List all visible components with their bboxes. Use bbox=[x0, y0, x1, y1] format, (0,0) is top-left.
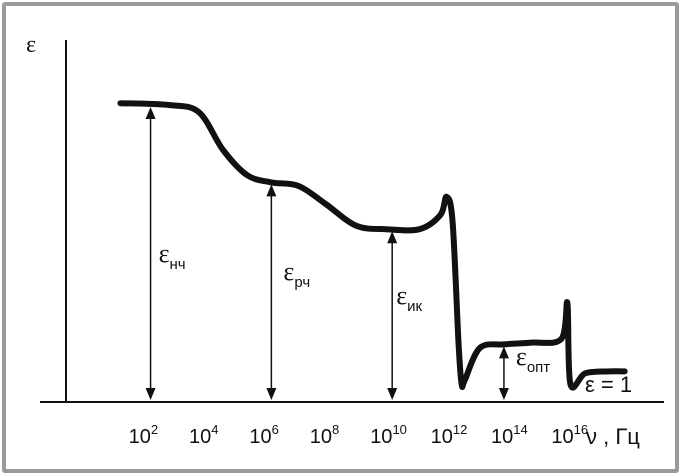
epsilon-rch-label: εрч bbox=[283, 257, 310, 291]
epsilon-rch-arrowhead-bottom bbox=[266, 388, 277, 400]
epsilon-one-label: ε = 1 bbox=[585, 372, 632, 397]
x-tick-labels: 102 104 106 108 1010 1012 1014 1016 bbox=[129, 422, 589, 448]
x-tick-label: 104 bbox=[189, 422, 218, 448]
x-tick-label: 108 bbox=[310, 422, 339, 448]
epsilon-opt-arrowhead-bottom bbox=[498, 388, 509, 400]
epsilon-nch-arrowhead-top bbox=[145, 107, 156, 119]
epsilon-nch-label: εнч bbox=[159, 239, 186, 273]
x-tick-label: 1014 bbox=[491, 422, 528, 448]
x-tick-label: 1016 bbox=[551, 422, 588, 448]
x-axis-label: ν , Гц bbox=[586, 424, 640, 449]
permittivity-curve bbox=[117, 100, 628, 391]
x-tick-label: 1012 bbox=[431, 422, 468, 448]
epsilon-nch-arrowhead-bottom bbox=[145, 388, 156, 400]
epsilon-opt-arrowhead-top bbox=[498, 346, 509, 359]
y-axis-label: ε bbox=[26, 32, 36, 58]
x-tick-label: 102 bbox=[129, 422, 158, 448]
epsilon-rch-arrowhead-top bbox=[266, 184, 277, 197]
x-tick-label: 1010 bbox=[370, 422, 407, 448]
arrows bbox=[145, 107, 509, 400]
epsilon-ik-arrowhead-top bbox=[387, 231, 398, 244]
epsilon-ik-arrowhead-bottom bbox=[387, 388, 398, 400]
epsilon-ik-label: εик bbox=[396, 281, 422, 315]
epsilon-opt-label: εопт bbox=[516, 342, 550, 376]
x-tick-label: 106 bbox=[249, 422, 278, 448]
annotations: εнч εрч εик εопт bbox=[159, 239, 551, 376]
